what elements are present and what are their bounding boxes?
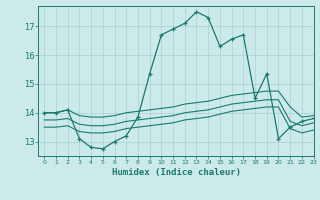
X-axis label: Humidex (Indice chaleur): Humidex (Indice chaleur) — [111, 168, 241, 177]
